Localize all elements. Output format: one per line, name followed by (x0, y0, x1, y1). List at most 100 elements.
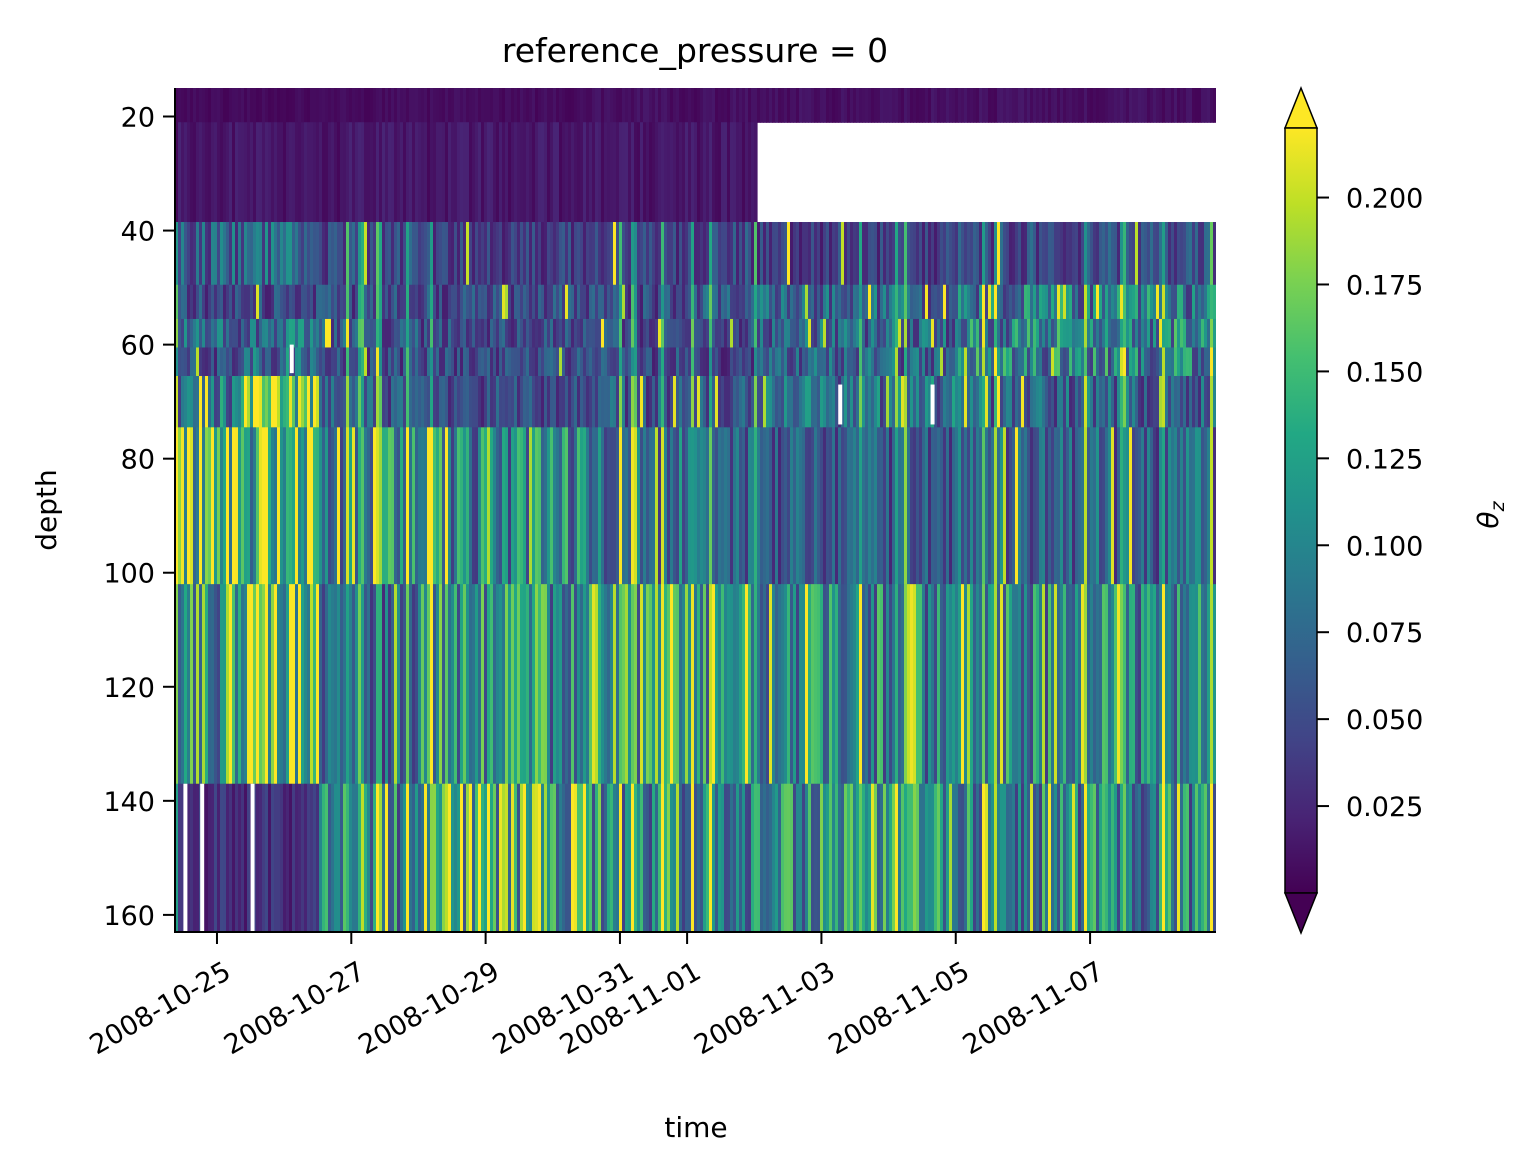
heatmap-cell (622, 783, 626, 932)
heatmap-cell (646, 222, 650, 286)
heatmap-cell (547, 584, 551, 785)
heatmap-cell (715, 222, 719, 286)
heatmap-cell (214, 88, 218, 123)
heatmap-cell (1192, 347, 1196, 377)
heatmap-cell (280, 318, 284, 349)
heatmap-cell (808, 584, 812, 785)
heatmap-cell (946, 427, 950, 585)
heatmap-cell (451, 122, 455, 223)
heatmap-cell (346, 375, 350, 428)
heatmap-cell (1093, 222, 1097, 286)
heatmap-cell (682, 347, 686, 377)
heatmap-cell (820, 222, 824, 286)
heatmap-cell (1033, 584, 1037, 785)
heatmap-cell (397, 783, 401, 932)
heatmap-cell (913, 783, 917, 932)
heatmap-cell (205, 427, 209, 585)
heatmap-cell (280, 584, 284, 785)
heatmap-cell (343, 284, 347, 320)
heatmap-cell (1174, 88, 1178, 123)
heatmap-cell (184, 122, 188, 223)
heatmap-cell (808, 347, 812, 377)
heatmap-cell (862, 347, 866, 377)
heatmap-cell (889, 284, 893, 320)
heatmap-cell (364, 88, 368, 123)
heatmap-cell (856, 222, 860, 286)
heatmap-cell (379, 222, 383, 286)
heatmap-cell (865, 347, 869, 377)
heatmap-cell (256, 88, 260, 123)
heatmap-cell (778, 318, 782, 349)
heatmap-cell (1204, 222, 1208, 286)
heatmap-cell (604, 284, 608, 320)
heatmap-cell (1054, 88, 1058, 123)
heatmap-cell (490, 122, 494, 223)
heatmap-cell (400, 427, 404, 585)
heatmap-cell (520, 122, 524, 223)
heatmap-cell (1051, 584, 1055, 785)
heatmap-cell (724, 318, 728, 349)
heatmap-cell (673, 375, 677, 428)
heatmap-cell (952, 375, 956, 428)
heatmap-cell (661, 222, 665, 286)
heatmap-cell (889, 222, 893, 286)
heatmap-cell (811, 427, 815, 585)
heatmap-cell (409, 122, 413, 223)
colorbar-tick-label: 0.150 (1346, 357, 1423, 388)
heatmap-cell (595, 88, 599, 123)
heatmap-cell (187, 88, 191, 123)
heatmap-cell (1183, 347, 1187, 377)
heatmap-cell (388, 584, 392, 785)
heatmap-cell (766, 584, 770, 785)
heatmap-cell (736, 375, 740, 428)
heatmap-cell (676, 347, 680, 377)
heatmap-cell (895, 347, 899, 377)
heatmap-cell (484, 427, 488, 585)
heatmap-cell (628, 88, 632, 123)
heatmap-cell (250, 375, 254, 428)
heatmap-cell (256, 122, 260, 223)
heatmap-cell (799, 222, 803, 286)
heatmap-cell (238, 427, 242, 585)
heatmap-cell (568, 347, 572, 377)
heatmap-cell (574, 347, 578, 377)
heatmap-cell (1021, 783, 1025, 932)
heatmap-cell (556, 427, 560, 585)
heatmap-cell (322, 584, 326, 785)
heatmap-cell (238, 783, 242, 932)
heatmap-cell (598, 783, 602, 932)
heatmap-cell (310, 783, 314, 932)
heatmap-cell (814, 88, 818, 123)
heatmap-cell (727, 584, 731, 785)
heatmap-cell (1075, 347, 1079, 377)
heatmap-cell (925, 584, 929, 785)
heatmap-cell (976, 375, 980, 428)
heatmap-cell (367, 88, 371, 123)
heatmap-cell (568, 88, 572, 123)
heatmap-cell (325, 222, 329, 286)
heatmap-cell (916, 783, 920, 932)
heatmap-cell (1072, 347, 1076, 377)
heatmap-cell (574, 375, 578, 428)
heatmap-cell (382, 122, 386, 223)
heatmap-cell (460, 375, 464, 428)
heatmap-cell (319, 88, 323, 123)
heatmap-cell (205, 375, 209, 428)
heatmap-cell (526, 284, 530, 320)
heatmap-cell (781, 88, 785, 123)
heatmap-cell (421, 284, 425, 320)
heatmap-cell (676, 427, 680, 585)
heatmap-cell (418, 222, 422, 286)
heatmap-cell (886, 347, 890, 377)
heatmap-cell (538, 375, 542, 428)
heatmap-cell (583, 783, 587, 932)
heatmap-cell (511, 783, 515, 932)
heatmap-cell (727, 284, 731, 320)
heatmap-cell (193, 122, 197, 223)
heatmap-cell (1072, 88, 1076, 123)
heatmap-cell (1042, 88, 1046, 123)
heatmap-cell (1129, 88, 1133, 123)
heatmap-cell (430, 88, 434, 123)
heatmap-cell (232, 427, 236, 585)
heatmap-cell (694, 122, 698, 223)
